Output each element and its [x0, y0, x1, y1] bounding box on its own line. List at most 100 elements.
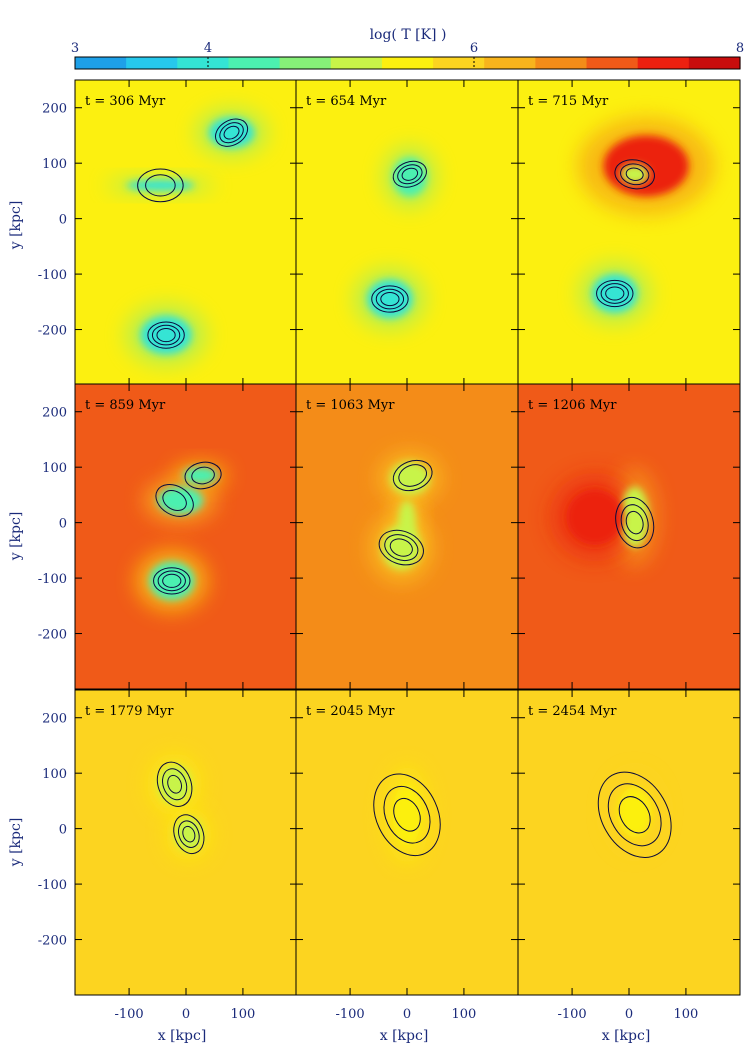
temperature-blob	[208, 117, 255, 149]
colorbar: log( T [K] ) 3 4 6 8	[71, 27, 744, 70]
x-tick-labels: -100 0 100 -100 0 100 -100 0 100	[114, 1007, 698, 1022]
panel	[518, 80, 740, 385]
colorbar-label: log( T [K] )	[370, 27, 447, 43]
y-tick-label: -100	[38, 572, 67, 587]
x-tick-label: 100	[231, 1007, 256, 1022]
density-contour	[191, 466, 215, 485]
x-tick-label: -100	[335, 1007, 364, 1022]
density-contour	[375, 288, 405, 310]
panel	[518, 384, 740, 689]
density-contour	[614, 159, 655, 190]
panel	[296, 80, 518, 385]
colorbar-cell	[637, 57, 690, 69]
x-tick-label: 0	[625, 1007, 633, 1022]
y-tick-label: -200	[38, 934, 67, 949]
density-contour	[177, 820, 200, 848]
density-contour	[153, 567, 191, 595]
temperature-blob	[126, 179, 195, 191]
y-tick-label: 200	[42, 406, 67, 421]
colorbar-tick-label: 3	[71, 41, 79, 56]
panel	[518, 690, 740, 995]
density-contour	[397, 164, 423, 185]
colorbar-cell	[228, 57, 281, 69]
density-contour	[607, 783, 662, 847]
temperature-blob	[620, 164, 649, 185]
density-contour	[156, 328, 176, 343]
colorbar-cell	[381, 57, 434, 69]
panel-time-label: t = 2045 Myr	[306, 704, 395, 719]
density-contour	[373, 773, 441, 857]
density-contour	[173, 814, 205, 855]
panel-grid: t = 306 Myr t = 654 Myr t = 715 Myr t = 859…	[74, 79, 741, 996]
density-contour	[223, 125, 240, 140]
x-axis-label: x [kpc]	[158, 1028, 207, 1044]
colorbar-ticks: 3 4 6 8	[71, 41, 744, 69]
y-tick-label: 100	[42, 767, 67, 782]
density-contour	[605, 286, 625, 301]
panel	[75, 384, 297, 689]
density-contour	[378, 529, 424, 566]
temperature-blob	[157, 764, 192, 804]
panel-time-label: t = 1779 Myr	[85, 704, 174, 719]
y-axis-label: y [kpc]	[8, 512, 24, 562]
x-tick-label: 100	[674, 1007, 699, 1022]
panel-time-label: t = 306 Myr	[85, 94, 166, 109]
colorbar-cell	[279, 57, 332, 69]
density-contour	[618, 796, 651, 834]
y-tick-label: 0	[59, 517, 67, 532]
temperature-blob	[389, 461, 430, 495]
density-contour	[151, 324, 181, 346]
colorbar-cell	[688, 57, 741, 69]
density-contour	[184, 461, 222, 490]
density-contour	[167, 774, 183, 794]
temperature-blob	[620, 486, 649, 548]
density-contour	[215, 118, 249, 147]
y-tick-label: -200	[38, 324, 67, 339]
y-tick-label: -200	[38, 628, 67, 643]
density-contour	[398, 464, 428, 487]
colorbar-cell	[330, 57, 383, 69]
density-contour	[393, 797, 421, 832]
density-contour	[383, 785, 431, 844]
y-tick-label: 200	[42, 102, 67, 117]
density-contour	[371, 285, 409, 313]
panel-time-label: t = 2454 Myr	[528, 704, 617, 719]
y-tick-label: 100	[42, 461, 67, 476]
y-tick-label: -100	[38, 268, 67, 283]
x-tick-label: -100	[114, 1007, 143, 1022]
panel-time-label: t = 859 Myr	[85, 398, 166, 413]
density-contour	[145, 174, 176, 197]
panel-background	[75, 384, 297, 689]
density-contour	[596, 279, 634, 308]
density-contour	[615, 496, 655, 549]
x-axis-label: x [kpc]	[602, 1028, 651, 1044]
density-contour	[620, 504, 649, 542]
colorbar-cell	[177, 57, 230, 69]
y-tick-label: 200	[42, 712, 67, 727]
y-axis-label: y [kpc]	[8, 818, 24, 868]
colorbar-cell	[433, 57, 485, 69]
colorbar-cell	[484, 57, 536, 69]
density-contour	[156, 761, 193, 807]
y-tick-label: 0	[59, 823, 67, 838]
panel-time-label: t = 654 Myr	[306, 94, 387, 109]
density-contour	[162, 573, 182, 588]
density-contour	[401, 167, 419, 181]
colorbar-cell	[586, 57, 639, 69]
colorbar-tick-label: 8	[736, 41, 744, 56]
panel-time-label: t = 1206 Myr	[528, 398, 617, 413]
colorbar-cell	[126, 57, 178, 69]
density-contour	[219, 122, 244, 144]
density-contour	[157, 570, 186, 592]
panel-time-label: t = 715 Myr	[528, 94, 609, 109]
density-contour	[389, 538, 413, 557]
density-contour	[625, 167, 644, 182]
density-contour	[162, 489, 187, 511]
temperature-blob	[183, 467, 218, 484]
y-tick-label: -100	[38, 878, 67, 893]
density-contour	[600, 283, 629, 304]
panel	[75, 80, 297, 385]
panel	[296, 690, 518, 995]
panel-time-label: t = 1063 Myr	[306, 398, 395, 413]
